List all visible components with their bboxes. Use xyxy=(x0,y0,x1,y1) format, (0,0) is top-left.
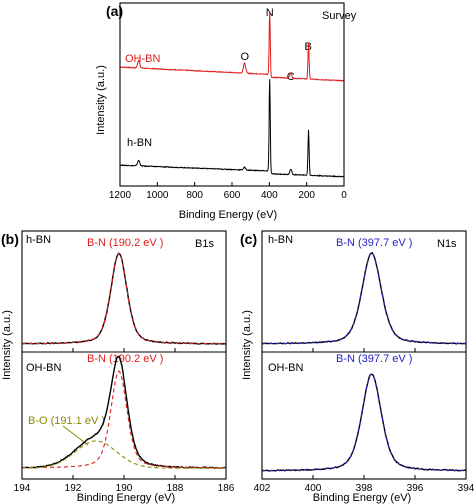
panel-c-frame xyxy=(261,230,467,480)
panel-a-peak-label-c: C xyxy=(287,71,295,83)
panel-b-peak-label-bn-bottom: B-N (190.2 eV ) xyxy=(87,353,163,365)
panel-a-x-tick-label: 600 xyxy=(224,190,241,201)
panel-b-x-tick-label: 192 xyxy=(65,483,82,494)
panel-a-peak-label-o: O xyxy=(241,51,250,63)
panel-b-x-tick-label: 188 xyxy=(167,483,184,494)
panel-b-sample-oh-bn: OH-BN xyxy=(26,362,62,374)
panel-a-frame xyxy=(119,2,345,187)
panel-b-ylabel: Intensity (a.u.) xyxy=(1,310,13,380)
panel-b-fit-oh-bn-1 xyxy=(22,440,226,469)
panel-a-ylabel: Intensity (a.u.) xyxy=(95,65,107,135)
panel-a-x-tick-label: 200 xyxy=(298,190,315,201)
panel-b-measured-oh-bn xyxy=(21,355,227,469)
panel-b-sample-h-bn: h-BN xyxy=(26,234,51,246)
panel-c-x-tick-label: 400 xyxy=(305,483,322,494)
panel-a-x-tick-label: 800 xyxy=(186,190,203,201)
panel-c-fit-h-bn-0 xyxy=(262,252,466,345)
panel-c-xlabel: Binding Energy (eV) xyxy=(313,492,411,504)
panel-c-letter: (c) xyxy=(240,231,257,247)
panel-b-x-tick-label: 186 xyxy=(218,483,235,494)
panel-b-peak-label-bo: B-O (191.1 eV ) xyxy=(28,415,105,427)
panel-c-fit-oh-bn-0 xyxy=(262,373,466,472)
panel-a-x-tick-label: 0 xyxy=(341,190,347,201)
panel-c-ylabel: Intensity (a.u.) xyxy=(241,310,253,380)
panel-a-series-oh-bn xyxy=(119,12,345,82)
panel-b-x-tick-label: 194 xyxy=(14,483,31,494)
panel-a-letter: (a) xyxy=(106,3,123,19)
panel-a-plot-area xyxy=(119,12,345,178)
panel-a-x-tick-labels: 1200 1000 800 600 400 200 0 xyxy=(109,182,347,201)
panel-b-fit-oh-bn-0 xyxy=(22,370,226,469)
panel-c-sample-oh-bn: OH-BN xyxy=(268,362,304,374)
panel-c-x-tick-labels: 402 400 398 396 394 xyxy=(254,475,474,494)
panel-b-fit-h-bn-0 xyxy=(22,252,226,345)
panel-a: (a) Survey Intensity (a.u.) Binding Ener… xyxy=(95,2,357,221)
panel-b-letter: (b) xyxy=(1,231,19,247)
panel-a-x-tick-label: 1200 xyxy=(109,190,132,201)
panel-a-series-label-h-bn: h-BN xyxy=(127,137,152,149)
panel-b-frame xyxy=(21,230,227,480)
panel-a-x-tick-label: 400 xyxy=(261,190,278,201)
panel-b: (b) B1s Intensity (a.u.) Binding Energy … xyxy=(1,230,235,504)
panel-c-peak-label-bn-bottom: B-N (397.7 eV ) xyxy=(336,353,412,365)
panel-a-series-h-bn xyxy=(119,79,345,178)
panel-c: (c) N1s Intensity (a.u.) Binding Energy … xyxy=(240,230,474,504)
panel-a-xlabel: Binding Energy (eV) xyxy=(179,209,277,221)
panel-c-x-tick-label: 402 xyxy=(254,483,271,494)
panel-c-x-tick-label: 398 xyxy=(356,483,373,494)
panel-b-x-tick-label: 190 xyxy=(116,483,133,494)
panel-c-measured-h-bn xyxy=(261,251,467,345)
panel-c-x-tick-label: 396 xyxy=(407,483,424,494)
panel-b-title: B1s xyxy=(195,238,214,250)
panel-b-measured-h-bn xyxy=(21,252,227,345)
panel-a-x-tick-label: 1000 xyxy=(146,190,169,201)
panel-c-x-tick-label: 394 xyxy=(458,483,474,494)
panel-a-series-label-oh-bn: OH-BN xyxy=(125,53,161,65)
panel-a-title: Survey xyxy=(322,10,357,22)
panel-b-x-tick-labels: 194 192 190 188 186 xyxy=(14,475,235,494)
panel-b-peak-label-bn-top: B-N (190.2 eV ) xyxy=(87,237,163,249)
panel-b-xlabel: Binding Energy (eV) xyxy=(77,492,175,504)
panel-c-measured-oh-bn xyxy=(261,373,467,472)
panel-c-title: N1s xyxy=(437,238,457,250)
panel-b-plot-area xyxy=(21,252,227,469)
panel-b-bo-pointer xyxy=(62,425,89,446)
panel-c-sample-h-bn: h-BN xyxy=(268,234,293,246)
panel-c-peak-label-bn-top: B-N (397.7 eV ) xyxy=(336,237,412,249)
